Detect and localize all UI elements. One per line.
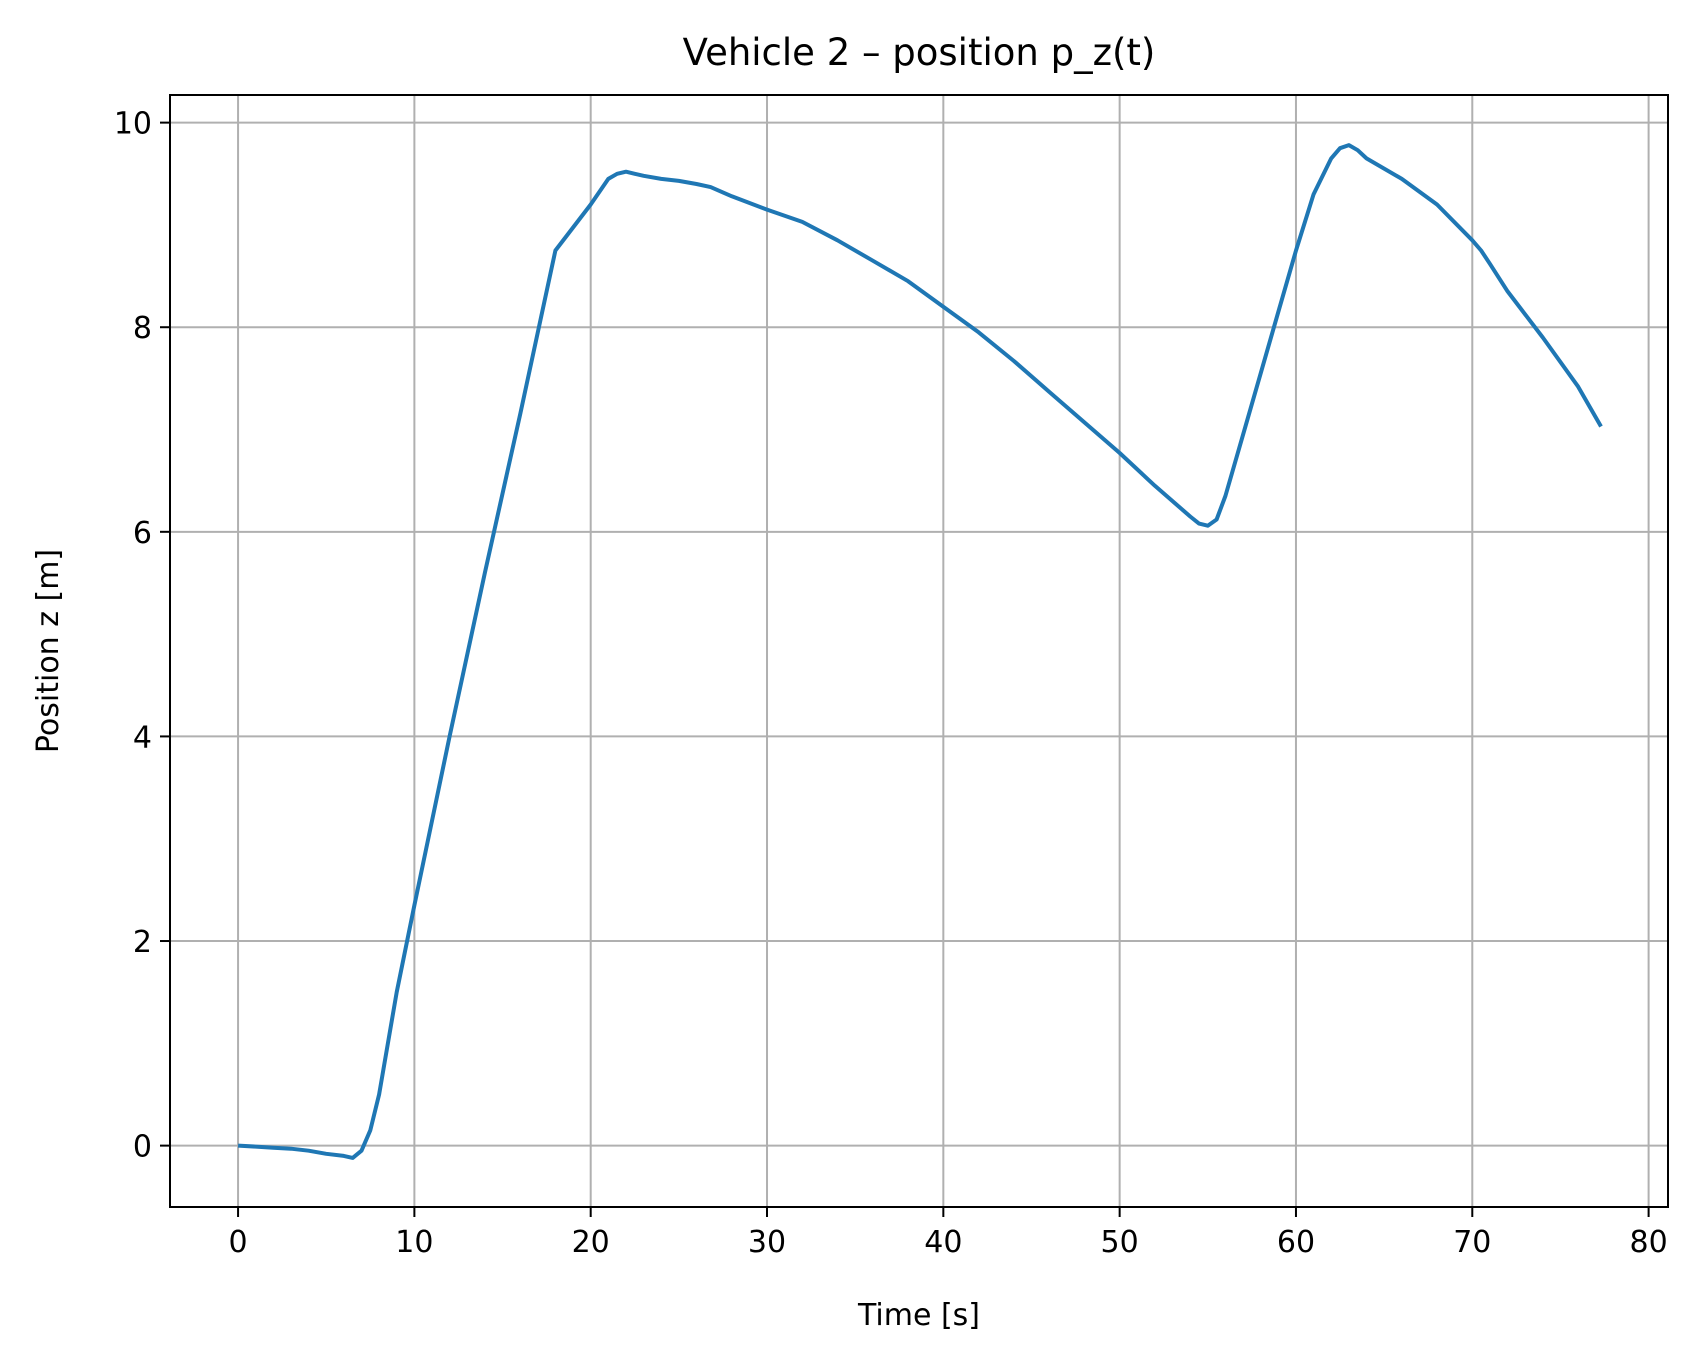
plot-area — [237, 143, 1603, 1160]
series-line — [237, 143, 1603, 1160]
x-tick-label: 50 — [1101, 1225, 1139, 1260]
x-tick-label: 30 — [748, 1225, 786, 1260]
y-tick-label: 4 — [133, 720, 152, 755]
x-axis-label: Time [s] — [857, 1298, 980, 1333]
y-tick-label: 10 — [114, 107, 152, 142]
grid-lines — [170, 95, 1668, 1207]
x-tick-label: 80 — [1630, 1225, 1668, 1260]
axis-ticks: 0 10 20 30 40 50 60 70 80 0 2 4 6 8 10 — [114, 107, 1668, 1260]
y-tick-label: 8 — [133, 311, 152, 346]
y-tick-label: 2 — [133, 925, 152, 960]
axes-frame — [169, 94, 1669, 1208]
y-tick-label: 6 — [133, 516, 152, 551]
x-tick-label: 60 — [1277, 1225, 1315, 1260]
y-tick-label: 0 — [133, 1130, 152, 1165]
x-tick-label: 40 — [924, 1225, 962, 1260]
x-tick-label: 70 — [1453, 1225, 1491, 1260]
x-tick-label: 0 — [229, 1225, 248, 1260]
chart-title: Vehicle 2 – position p_z(t) — [683, 31, 1156, 74]
y-axis-label: Position z [m] — [31, 549, 66, 753]
x-tick-label: 10 — [395, 1225, 433, 1260]
x-tick-label: 20 — [572, 1225, 610, 1260]
